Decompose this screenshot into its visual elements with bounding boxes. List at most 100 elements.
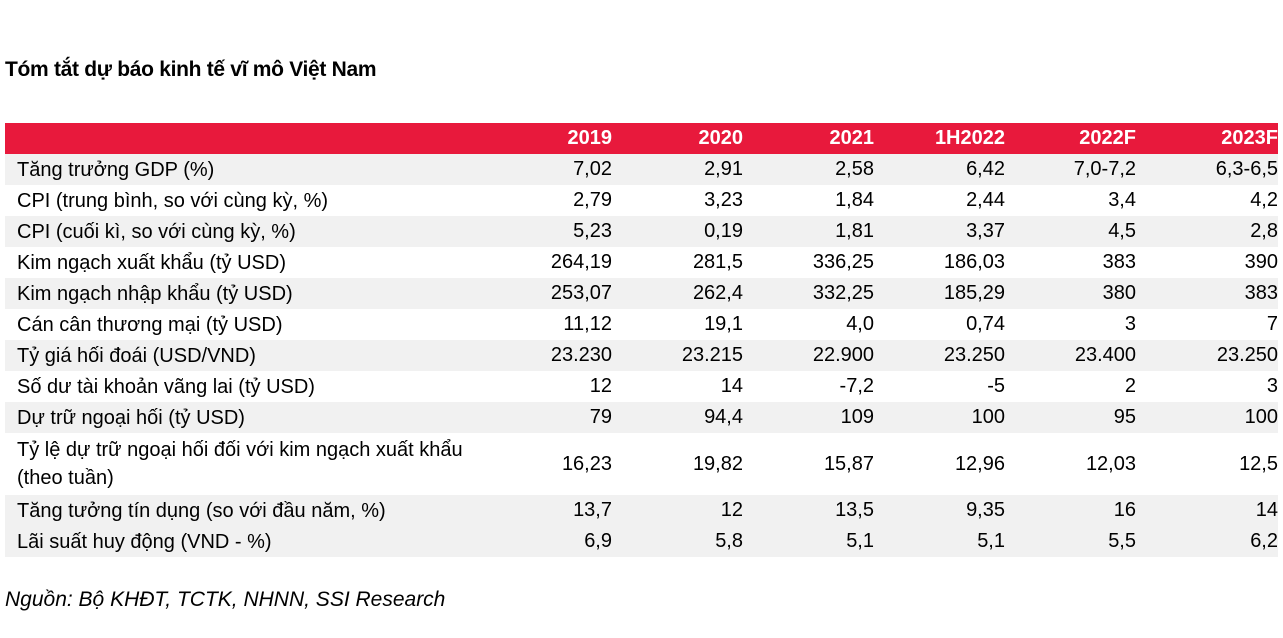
row-value: 12 — [720, 499, 743, 521]
row-value: -5 — [987, 375, 1005, 397]
row-value: 16,23 — [561, 452, 612, 475]
row-label: Kim ngạch nhập khẩu (tỷ USD) — [17, 282, 293, 305]
table-row: Dự trữ ngoại hối (tỷ USD) 79 94,4 109 10… — [5, 402, 1278, 433]
table-row: Tăng tưởng tín dụng (so với đầu năm, %) … — [5, 495, 1278, 526]
row-value: 1,81 — [835, 220, 874, 242]
row-value: 7 — [1266, 313, 1278, 335]
table-row: Kim ngạch nhập khẩu (tỷ USD) 253,07 262,… — [5, 278, 1278, 309]
row-value: 79 — [589, 406, 612, 428]
row-value: 9,35 — [966, 499, 1005, 521]
row-value: 23.250 — [1216, 344, 1278, 366]
table-row: CPI (trung bình, so với cùng kỳ, %) 2,79… — [5, 185, 1278, 216]
row-value: 14 — [720, 375, 743, 397]
row-label: Tăng tưởng tín dụng (so với đầu năm, %) — [17, 499, 386, 522]
table-row: Cán cân thương mại (tỷ USD) 11,12 19,1 4… — [5, 309, 1278, 340]
row-value: 2,91 — [704, 158, 743, 180]
table-row: Tăng trưởng GDP (%) 7,02 2,91 2,58 6,42 … — [5, 154, 1278, 185]
row-value: 3 — [1266, 375, 1278, 397]
header-year: 2020 — [698, 127, 744, 149]
row-value: 262,4 — [692, 282, 743, 304]
row-value: 16 — [1113, 499, 1136, 521]
row-value: 12,5 — [1239, 452, 1278, 475]
source-note: Nguồn: Bộ KHĐT, TCTK, NHNN, SSI Research — [5, 588, 446, 611]
row-value: 13,5 — [835, 499, 874, 521]
row-value: 2,58 — [835, 158, 874, 180]
row-value: 332,25 — [812, 282, 874, 304]
row-label: Số dư tài khoản vãng lai (tỷ USD) — [17, 375, 315, 398]
table-row: Kim ngạch xuất khẩu (tỷ USD) 264,19 281,… — [5, 247, 1278, 278]
row-value: 19,1 — [704, 313, 743, 335]
row-value: 5,23 — [573, 220, 612, 242]
row-value: 6,3-6,5 — [1215, 158, 1278, 180]
header-year: 2022F — [1079, 127, 1136, 149]
row-value: 3,4 — [1108, 189, 1136, 211]
row-value: 1,84 — [835, 189, 874, 211]
row-value: 6,9 — [584, 530, 612, 552]
row-value: 23.400 — [1074, 344, 1136, 366]
row-label: Tăng trưởng GDP (%) — [17, 158, 215, 181]
row-value: 281,5 — [692, 251, 743, 273]
row-value: 4,0 — [846, 313, 874, 335]
row-value: 109 — [840, 406, 874, 428]
row-value: 23.250 — [943, 344, 1005, 366]
table-row: Tỷ giá hối đoái (USD/VND) 23.230 23.215 … — [5, 340, 1278, 371]
row-value: 5,1 — [977, 530, 1005, 552]
row-value: 94,4 — [704, 406, 743, 428]
row-value: 2,44 — [966, 189, 1005, 211]
row-value: 2,79 — [573, 189, 612, 211]
row-value: 383 — [1244, 282, 1278, 304]
forecast-table: 2019 2020 2021 1H2022 2022F 2023F Tăng t… — [5, 123, 1278, 557]
row-label: Kim ngạch xuất khẩu (tỷ USD) — [17, 251, 286, 274]
row-value: 264,19 — [550, 251, 612, 273]
table-row: Lãi suất huy động (VND - %) 6,9 5,8 5,1 … — [5, 526, 1278, 557]
header-year: 2021 — [829, 127, 875, 149]
table-row: Số dư tài khoản vãng lai (tỷ USD) 12 14 … — [5, 371, 1278, 402]
row-value: 100 — [1244, 406, 1278, 428]
header-year: 1H2022 — [934, 127, 1005, 149]
table-row: CPI (cuối kì, so với cùng kỳ, %) 5,23 0,… — [5, 216, 1278, 247]
row-value: 380 — [1102, 282, 1136, 304]
row-value: 253,07 — [550, 282, 612, 304]
row-label: Lãi suất huy động (VND - %) — [17, 530, 272, 553]
row-value: 4,5 — [1108, 220, 1136, 242]
row-value: 15,87 — [823, 452, 874, 475]
row-label: CPI (trung bình, so với cùng kỳ, %) — [17, 189, 329, 212]
row-value: 12 — [589, 375, 612, 397]
row-value: 14 — [1255, 499, 1278, 521]
row-value: 13,7 — [573, 499, 612, 521]
row-value: 6,2 — [1250, 530, 1278, 552]
row-value: 5,8 — [715, 530, 743, 552]
row-label: Tỷ lệ dự trữ ngoại hối đối với kim ngạch… — [17, 439, 463, 489]
row-value: -7,2 — [839, 375, 874, 397]
row-value: 19,82 — [692, 452, 743, 475]
row-value: 7,02 — [573, 158, 612, 180]
row-value: 11,12 — [563, 313, 612, 335]
row-value: 5,5 — [1108, 530, 1136, 552]
row-label: Cán cân thương mại (tỷ USD) — [17, 313, 283, 336]
row-value: 3,37 — [966, 220, 1005, 242]
row-value: 3,23 — [704, 189, 743, 211]
row-value: 5,1 — [846, 530, 874, 552]
table-header: 2019 2020 2021 1H2022 2022F 2023F — [5, 123, 1278, 154]
page-title: Tóm tắt dự báo kinh tế vĩ mô Việt Nam — [5, 58, 377, 81]
row-value: 4,2 — [1250, 189, 1278, 211]
row-label: Dự trữ ngoại hối (tỷ USD) — [17, 406, 245, 429]
row-value: 95 — [1113, 406, 1136, 428]
row-value: 186,03 — [943, 251, 1005, 273]
row-value: 383 — [1102, 251, 1136, 273]
header-year: 2023F — [1221, 127, 1278, 149]
row-value: 0,19 — [704, 220, 743, 242]
row-value: 336,25 — [812, 251, 874, 273]
table-row: Tỷ lệ dự trữ ngoại hối đối với kim ngạch… — [5, 433, 1278, 495]
row-value: 6,42 — [966, 158, 1005, 180]
row-label: CPI (cuối kì, so với cùng kỳ, %) — [17, 220, 296, 243]
row-value: 23.215 — [681, 344, 743, 366]
row-value: 390 — [1244, 251, 1278, 273]
header-year: 2019 — [567, 127, 613, 149]
row-value: 12,03 — [1085, 452, 1136, 475]
row-value: 23.230 — [550, 344, 612, 366]
row-value: 100 — [971, 406, 1005, 428]
row-value: 2,8 — [1250, 220, 1278, 242]
row-value: 7,0-7,2 — [1073, 158, 1136, 180]
row-value: 22.900 — [812, 344, 874, 366]
